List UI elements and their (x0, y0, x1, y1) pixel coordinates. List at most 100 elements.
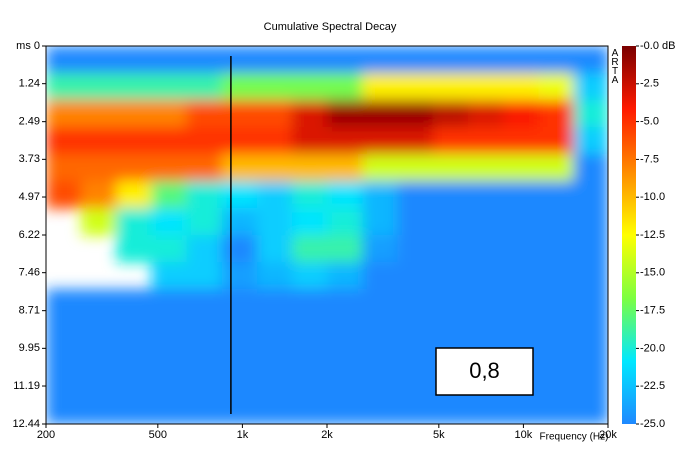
heat-cell (81, 126, 117, 155)
heat-cell (116, 343, 152, 371)
heat-cell (46, 370, 82, 398)
heat-cell (46, 154, 82, 182)
heat-cell (151, 343, 188, 371)
heat-cell (467, 235, 504, 263)
heat-cell (397, 289, 434, 317)
heat-cell (151, 289, 188, 317)
y-tick-label: 2.49 (19, 116, 40, 128)
heat-cell (467, 262, 504, 290)
heat-cell (327, 99, 363, 128)
colorbar-tick-label: -20.0 (640, 342, 665, 354)
heat-cell (151, 370, 188, 398)
heat-cell (46, 315, 82, 344)
heat-cell (362, 208, 399, 236)
heat-cell (397, 370, 434, 398)
heat-cell (538, 154, 574, 182)
heat-cell (573, 370, 608, 398)
heat-cell (327, 315, 363, 344)
heat-cell (397, 397, 434, 424)
y-tick-label: 7.46 (19, 267, 40, 279)
heat-cell (186, 208, 223, 236)
y-tick-label: ms 0 (16, 40, 40, 52)
heat-cell (151, 72, 188, 101)
heat-cell (151, 46, 188, 74)
heat-cell (467, 181, 504, 209)
heat-cell (397, 235, 434, 263)
heat-cell (81, 315, 117, 344)
heat-cell (46, 343, 82, 371)
chart-title: Cumulative Spectral Decay (264, 21, 397, 33)
colorbar-tick-label: -25.0 (640, 418, 665, 430)
heat-cell (538, 208, 574, 236)
heat-cell (46, 289, 82, 317)
colorbar-tick-label: -15.0 (640, 267, 665, 279)
y-tick-label: 6.22 (19, 229, 40, 241)
heat-cell (81, 370, 117, 398)
heat-cell (538, 370, 574, 398)
heat-cell (327, 262, 363, 290)
heat-cell (186, 370, 223, 398)
heat-cell (327, 343, 363, 371)
heat-cell (151, 99, 188, 128)
heat-cell (186, 343, 223, 371)
heat-cell (221, 370, 258, 398)
heat-cell (432, 99, 469, 128)
heat-cell (432, 289, 469, 317)
heat-cell (573, 126, 608, 155)
heat-cell (186, 126, 223, 155)
heat-cell (292, 289, 328, 317)
heat-cell (256, 315, 293, 344)
heat-cell (256, 46, 293, 74)
x-tick-label: 20k (599, 429, 617, 441)
heat-cell (503, 235, 539, 263)
heat-cell (432, 208, 469, 236)
x-tick-label: 10k (515, 429, 533, 441)
y-tick-label: 11.19 (13, 380, 40, 392)
heat-cell (81, 208, 117, 236)
heat-cell (503, 315, 539, 344)
heat-cell (256, 99, 293, 128)
heat-cell (538, 99, 574, 128)
heat-cell (467, 72, 504, 101)
watermark: ARTA (610, 48, 621, 84)
heat-cell (186, 262, 223, 290)
heat-cell (432, 46, 469, 74)
heat-cell (467, 46, 504, 74)
heat-cell (467, 126, 504, 155)
heat-cell (81, 99, 117, 128)
heat-cell (573, 235, 608, 263)
y-tick-label: 8.71 (19, 305, 40, 317)
heat-cell (573, 181, 608, 209)
y-tick-label: 9.95 (19, 342, 40, 354)
heat-cell (46, 72, 82, 101)
heat-cell (397, 262, 434, 290)
heat-cell (397, 315, 434, 344)
heat-cell (397, 208, 434, 236)
heat-cell (116, 72, 152, 101)
heat-cell (327, 235, 363, 263)
heat-cell (397, 99, 434, 128)
heat-cell (186, 289, 223, 317)
heat-cell (116, 370, 152, 398)
colorbar-tick-label: -12.5 (640, 229, 665, 241)
heat-cell (503, 397, 539, 424)
heat-cell (503, 181, 539, 209)
heat-cell (467, 99, 504, 128)
heat-cell (467, 208, 504, 236)
heat-cell (538, 235, 574, 263)
heat-cell (397, 154, 434, 182)
heat-cell (538, 397, 574, 424)
heat-cell (538, 262, 574, 290)
y-tick-label: 1.24 (19, 78, 40, 90)
heat-cell (292, 370, 328, 398)
heat-cell (81, 154, 117, 182)
heat-cell (256, 181, 293, 209)
heat-cell (292, 99, 328, 128)
heat-cell (362, 370, 399, 398)
colorbar-tick-label: -2.5 (640, 78, 659, 90)
heat-cell (397, 126, 434, 155)
heat-cell (256, 208, 293, 236)
heat-cell (256, 154, 293, 182)
heat-cell (573, 343, 608, 371)
colorbar-tick-label: -10.0 (640, 191, 665, 203)
